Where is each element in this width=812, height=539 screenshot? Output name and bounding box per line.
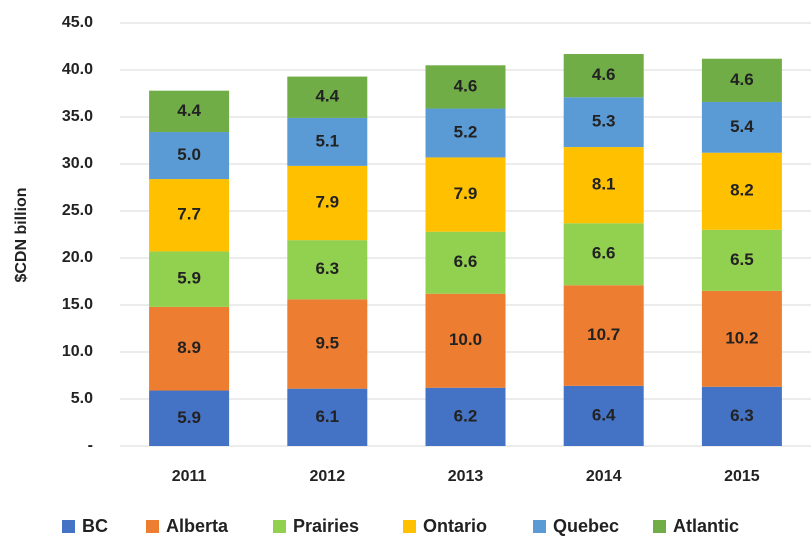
bar-segment [425,231,506,294]
y-axis-label: $CDN billion [13,187,30,282]
y-tick-label: 5.0 [71,390,93,407]
bar-segment [287,117,368,166]
bar-segment [149,390,230,446]
legend-swatch [533,520,546,533]
data-label: 7.9 [454,184,478,203]
bar-segment [701,290,782,387]
bar-segment [701,101,782,153]
data-label: 6.2 [454,406,478,425]
legend-label: Alberta [166,516,229,536]
legend-label: Quebec [553,516,619,536]
bar-segment [701,229,782,291]
legend-swatch [146,520,159,533]
data-label: 7.9 [315,192,339,211]
data-label: 5.2 [454,122,478,141]
bar-segment [425,108,506,158]
data-label: 4.4 [177,101,201,120]
legend-label: BC [82,516,108,536]
bar-segment [563,54,644,98]
y-tick-label: 45.0 [62,14,93,31]
x-tick-label: 2011 [172,468,207,485]
data-label: 8.1 [592,175,616,194]
data-label: 6.3 [315,259,339,278]
data-label: 10.2 [725,328,758,347]
data-label: 6.6 [454,252,478,271]
x-tick-label: 2013 [448,468,484,485]
data-label: 6.4 [592,405,616,424]
x-tick-label: 2015 [724,468,760,485]
x-tick-label: 2014 [586,468,622,485]
data-label: 10.0 [449,330,482,349]
bar-segment [563,285,644,386]
data-label: 5.9 [177,269,201,288]
bar-segment [425,293,506,388]
bar-segment [149,132,230,180]
bar-segment [563,223,644,286]
data-label: 6.5 [730,250,754,269]
bar-segment [287,299,368,389]
data-label: 5.0 [177,145,201,164]
legend-label: Ontario [423,516,487,536]
y-tick-label: 35.0 [62,108,93,125]
legend-swatch [273,520,286,533]
bar-segment [149,179,230,252]
data-label: 9.5 [315,333,339,352]
legend-label: Atlantic [673,516,739,536]
bar-segment [149,306,230,391]
data-label: 6.6 [592,244,616,263]
x-tick-label: 2012 [310,468,346,485]
data-label: 6.1 [315,407,339,426]
data-label: 8.9 [177,338,201,357]
y-tick-label: 20.0 [62,249,93,266]
data-label: 4.6 [454,76,478,95]
data-label: 4.6 [730,70,754,89]
bar-segment [563,385,644,446]
bar-segment [701,58,782,102]
bar-segment [287,165,368,241]
data-label: 5.1 [315,131,339,150]
y-tick-label: 10.0 [62,343,93,360]
data-label: 10.7 [587,325,620,344]
bar-segment [563,97,644,148]
data-label: 6.3 [730,406,754,425]
legend-label: Prairies [293,516,359,536]
bar-segment [149,90,230,133]
bar-segment [701,386,782,446]
legend-swatch [653,520,666,533]
bar-segment [701,152,782,230]
data-label: 5.9 [177,408,201,427]
bar-segment [287,388,368,446]
bar-segment [425,157,506,232]
data-label: 8.2 [730,181,754,200]
y-tick-label: 25.0 [62,202,93,219]
data-label: 5.4 [730,117,754,136]
bar-segment [425,387,506,446]
y-tick-label: 40.0 [62,61,93,78]
data-label: 7.7 [177,205,201,224]
data-label: 5.3 [592,112,616,131]
bar-segment [287,76,368,118]
data-label: 4.4 [315,87,339,106]
bar-segment [287,240,368,300]
data-label: 4.6 [592,65,616,84]
legend-swatch [62,520,75,533]
bar-segment [563,147,644,224]
y-tick-label: 15.0 [62,296,93,313]
bar-segment [149,251,230,307]
bar-segment [425,65,506,109]
y-tick-label: - [88,437,93,454]
legend-swatch [403,520,416,533]
y-tick-label: 30.0 [62,155,93,172]
